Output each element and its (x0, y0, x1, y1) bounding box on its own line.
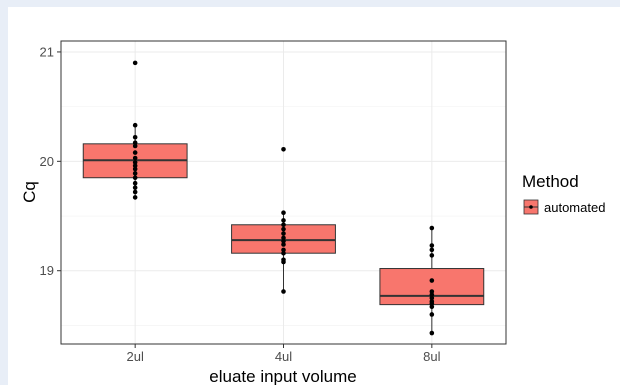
data-point (429, 301, 435, 306)
y-axis-title: Cq (20, 181, 39, 203)
boxplot-chart: 19 20 21 2ul 4ul 8ul eluate input volume Cq M… (20, 40, 605, 385)
data-point (132, 171, 138, 176)
data-point (281, 226, 286, 232)
x-tick-label: 4ul (275, 349, 292, 364)
data-point (132, 140, 138, 146)
data-point (132, 122, 138, 128)
legend-label-automated: automated (544, 200, 605, 215)
data-point (132, 175, 138, 181)
y-tick-label: 21 (40, 44, 54, 59)
legend: Method automated (522, 172, 605, 215)
x-tick-label: 2ul (126, 349, 143, 364)
data-point (429, 247, 435, 253)
data-point (132, 143, 138, 149)
data-point (281, 146, 286, 152)
data-point (132, 150, 138, 155)
data-point (132, 189, 138, 195)
data-point (281, 218, 286, 223)
data-point (132, 195, 138, 200)
data-point (429, 253, 435, 258)
y-tick-label: 19 (40, 263, 54, 278)
data-point (281, 289, 286, 294)
data-point (429, 292, 435, 298)
data-point (281, 250, 286, 256)
data-point (281, 235, 286, 241)
data-point (429, 243, 435, 248)
data-point (132, 163, 138, 169)
tick-layer: 19 20 21 2ul 4ul 8ul (40, 44, 441, 364)
data-point (429, 278, 435, 283)
data-point (281, 222, 286, 228)
data-point (132, 180, 138, 186)
data-point (132, 166, 138, 172)
data-point (132, 60, 138, 66)
legend-key-point (529, 205, 533, 209)
x-axis-title: eluate input volume (209, 367, 356, 385)
legend-title: Method (522, 172, 579, 191)
data-point (429, 304, 435, 310)
data-point (429, 289, 435, 294)
data-point (281, 247, 286, 253)
point-layer (132, 60, 435, 336)
data-point (132, 160, 138, 165)
x-tick-label: 8ul (423, 349, 440, 364)
data-point (132, 185, 138, 190)
chart-panel: 19 20 21 2ul 4ul 8ul eluate input volume Cq M… (8, 7, 620, 385)
data-point (281, 210, 286, 216)
data-point (281, 238, 286, 244)
data-point (429, 295, 435, 301)
data-point (429, 330, 435, 336)
data-point (281, 242, 286, 247)
data-point (132, 134, 138, 140)
y-tick-label: 20 (40, 154, 54, 169)
data-point (429, 225, 435, 231)
data-point (281, 259, 286, 265)
data-point (281, 231, 286, 236)
data-point (429, 312, 435, 317)
data-point (132, 155, 138, 161)
